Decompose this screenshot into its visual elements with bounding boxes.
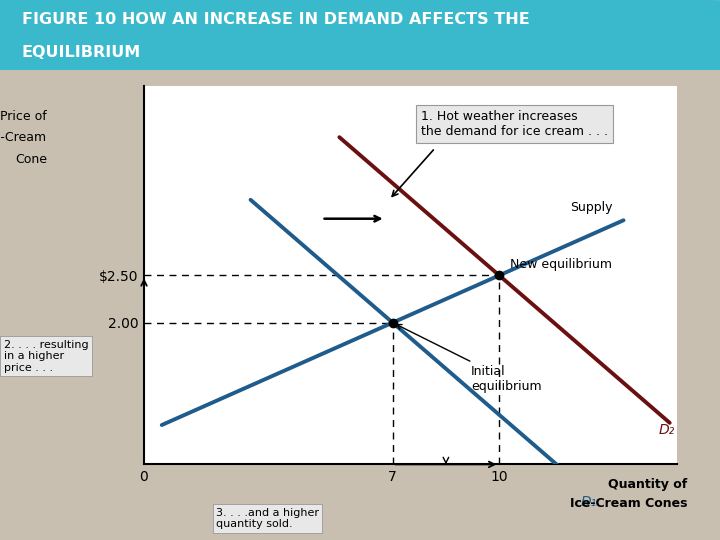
Text: D₂: D₂	[659, 423, 675, 437]
FancyBboxPatch shape	[0, 0, 720, 70]
Text: New equilibrium: New equilibrium	[510, 258, 612, 271]
Text: Quantity of: Quantity of	[608, 478, 688, 491]
Text: EQUILIBRIUM: EQUILIBRIUM	[22, 45, 141, 60]
Text: Ice-Cream: Ice-Cream	[0, 131, 47, 144]
Text: Cone: Cone	[15, 153, 47, 166]
Text: 2. . . . resulting
in a higher
price . . .: 2. . . . resulting in a higher price . .…	[4, 340, 89, 373]
Text: 3. . . .and a higher
quantity sold.: 3. . . .and a higher quantity sold.	[216, 508, 319, 529]
Text: Initial
equilibrium: Initial equilibrium	[397, 325, 541, 393]
Text: Ice-Cream Cones: Ice-Cream Cones	[570, 497, 688, 510]
Text: FIGURE 10 HOW AN INCREASE IN DEMAND AFFECTS THE: FIGURE 10 HOW AN INCREASE IN DEMAND AFFE…	[22, 12, 529, 27]
Text: Supply: Supply	[570, 201, 613, 214]
Text: Price of: Price of	[0, 110, 47, 123]
Text: D₁: D₁	[581, 495, 597, 509]
Text: 1. Hot weather increases
the demand for ice cream . . .: 1. Hot weather increases the demand for …	[421, 110, 608, 138]
